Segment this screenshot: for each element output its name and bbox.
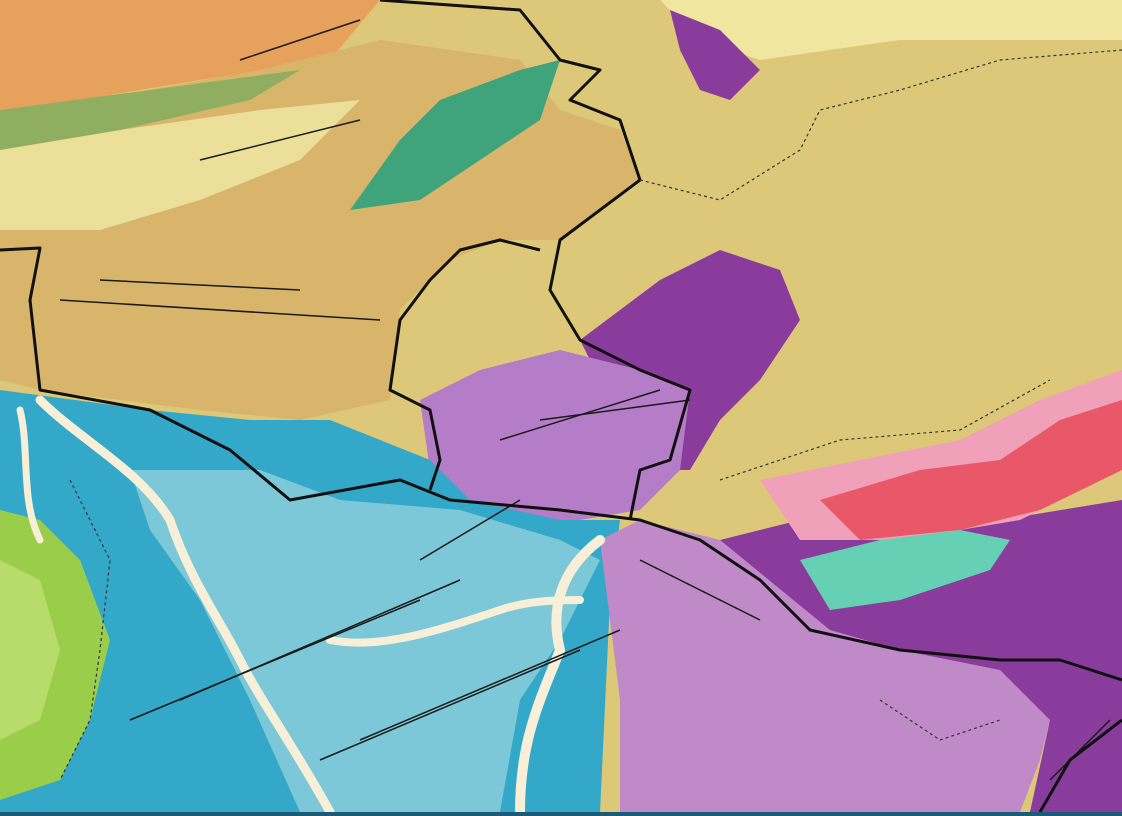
- region-turquoise-east: [800, 530, 1010, 610]
- bottom-bar: [0, 812, 1122, 816]
- region-lilac-center: [420, 350, 690, 520]
- faults: [59, 19, 1111, 781]
- county-boundary: [719, 379, 1051, 481]
- fault-line: [199, 119, 361, 161]
- rivers: [16, 395, 605, 812]
- fault-line: [179, 579, 461, 701]
- river-center: [515, 535, 605, 812]
- region-northwest-orange: [0, 0, 380, 110]
- fault-line: [419, 499, 521, 561]
- province-boundary: [1038, 718, 1122, 812]
- fault-line: [59, 299, 381, 321]
- river-branch: [16, 406, 44, 544]
- fault-line: [639, 559, 761, 621]
- region-lilac-south: [600, 520, 1060, 812]
- fault-line: [359, 629, 621, 741]
- region-green-ridge: [350, 60, 560, 210]
- province-boundary: [0, 246, 1122, 682]
- fault-line: [1049, 719, 1111, 781]
- region-olive-belt: [0, 70, 300, 150]
- region-pale-belt: [0, 100, 360, 230]
- region-purple-north: [670, 10, 760, 100]
- province-boundary: [388, 238, 541, 491]
- river-main-west: [35, 395, 335, 812]
- region-pale-north: [660, 0, 1122, 60]
- river-mid: [326, 596, 584, 647]
- region-lime-light: [0, 560, 60, 740]
- fault-line: [319, 649, 581, 761]
- province-boundary: [379, 0, 692, 521]
- fault-line: [99, 279, 301, 291]
- county-boundary: [639, 49, 1122, 201]
- fault-line: [239, 19, 361, 61]
- fault-line: [539, 399, 691, 421]
- county-boundary: [879, 699, 1001, 741]
- county-boundaries: [59, 49, 1122, 781]
- region-red-east: [820, 400, 1122, 540]
